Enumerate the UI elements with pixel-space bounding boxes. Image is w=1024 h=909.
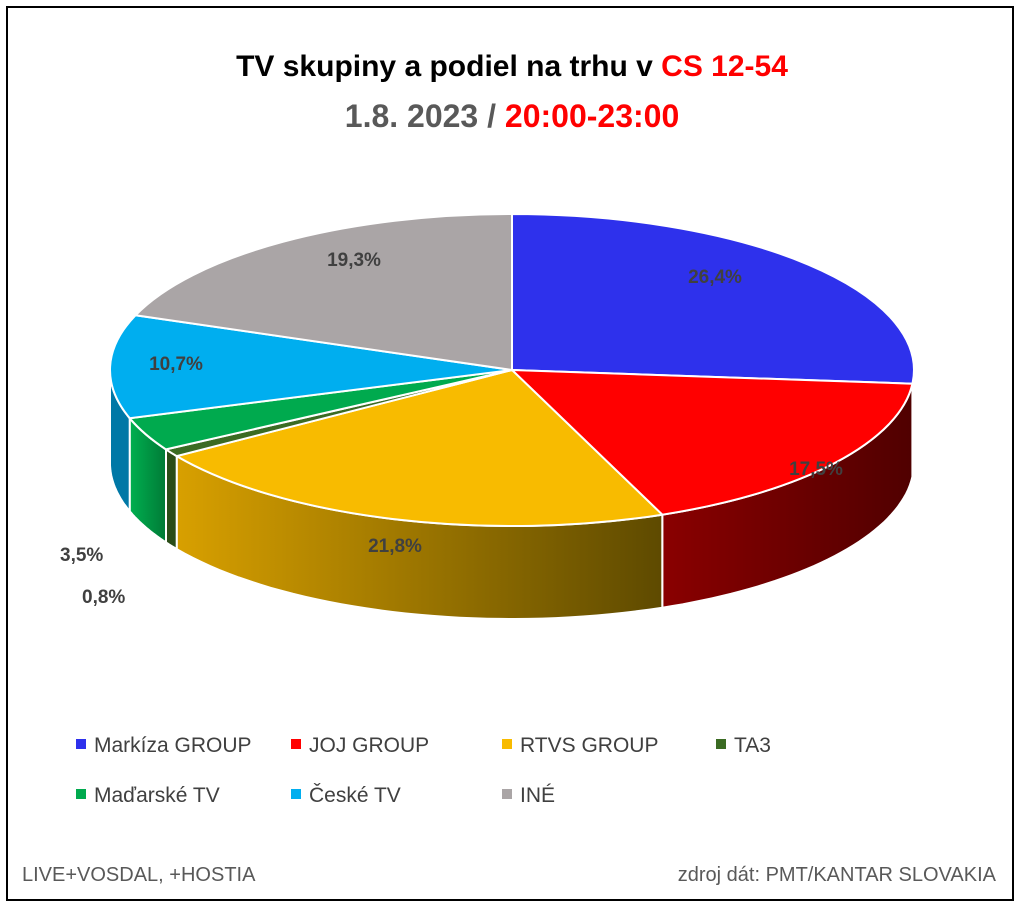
data-label: 21,8%: [368, 536, 422, 557]
chart-subtitle: 1.8. 2023 / 20:00-23:00: [344, 98, 680, 134]
data-label: 17,5%: [789, 459, 843, 480]
footer-right: zdroj dát: PMT/KANTAR SLOVAKIA: [677, 864, 996, 886]
legend-swatch: [716, 739, 726, 749]
data-label: 19,3%: [327, 250, 381, 271]
chart-title-highlight: CS 12-54: [661, 50, 788, 83]
pie-slice--esk-tv: [109, 314, 513, 420]
legend-swatch: [502, 739, 512, 749]
legend-item-ceske: České TV: [291, 784, 401, 808]
footer-left: LIVE+VOSDAL, +HOSTIA: [22, 864, 256, 886]
pie-slice-joj-group: [509, 368, 914, 516]
data-label: 0,8%: [82, 587, 125, 608]
pie-slice-rtvs-group: [174, 368, 665, 528]
legend-item-joj: JOJ GROUP: [291, 734, 429, 758]
legend-item-madarske: Maďarské TV: [76, 784, 220, 808]
legend-swatch: [76, 739, 86, 749]
pie-side-ta3: [165, 446, 178, 551]
legend-item-markiza: Markíza GROUP: [76, 734, 252, 758]
legend-item-rtvs: RTVS GROUP: [502, 734, 658, 758]
legend-item-ta3: TA3: [716, 734, 771, 758]
data-label: 3,5%: [60, 545, 103, 566]
data-label: 26,4%: [688, 267, 742, 288]
pie-slice-mark-za-group: [511, 212, 915, 385]
pie-top-faces: [109, 212, 915, 528]
data-label: 10,7%: [149, 354, 203, 375]
chart-title: TV skupiny a podiel na trhu v CS 12-54: [236, 50, 788, 83]
legend-swatch: [76, 789, 86, 799]
legend-swatch: [291, 789, 301, 799]
pie-slice-in-: [133, 212, 513, 372]
legend-swatch: [502, 789, 512, 799]
legend-item-ine: INÉ: [502, 784, 555, 808]
legend-swatch: [291, 739, 301, 749]
chart-subtitle-highlight: 20:00-23:00: [504, 98, 680, 134]
pie-data-labels: 26,4% 17,5% 21,8% 0,8% 3,5% 10,7% 19,3%: [60, 250, 843, 608]
